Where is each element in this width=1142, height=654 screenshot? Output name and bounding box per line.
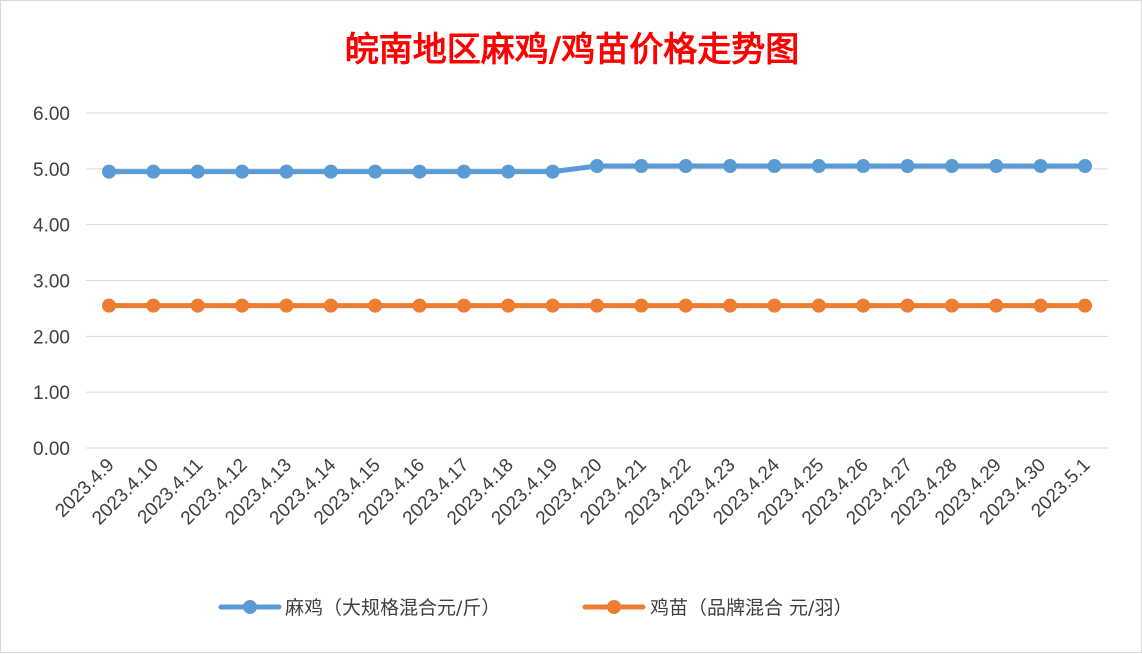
legend-label: 麻鸡（大规格混合元/斤） bbox=[285, 597, 500, 619]
legend-swatch-marker bbox=[243, 600, 257, 614]
data-point bbox=[1033, 159, 1048, 174]
legend: 麻鸡（大规格混合元/斤） 鸡苗（品牌混合 元/羽） bbox=[218, 597, 852, 619]
data-point bbox=[811, 159, 826, 174]
data-point bbox=[767, 298, 782, 313]
data-point bbox=[989, 159, 1004, 174]
data-point bbox=[412, 164, 427, 179]
y-tick-label: 5.00 bbox=[33, 160, 70, 181]
data-point bbox=[456, 298, 471, 313]
data-point bbox=[900, 159, 915, 174]
data-point bbox=[368, 298, 383, 313]
data-point bbox=[590, 159, 604, 174]
data-point bbox=[323, 298, 338, 313]
data-point bbox=[102, 298, 116, 313]
data-point bbox=[102, 164, 116, 179]
x-axis-ticks: 2023.4.92023.4.102023.4.112023.4.122023.… bbox=[51, 454, 1094, 529]
series-1 bbox=[102, 159, 1092, 179]
data-point bbox=[856, 298, 871, 313]
y-tick-label: 0.00 bbox=[33, 439, 70, 460]
data-point bbox=[368, 164, 383, 179]
data-point bbox=[678, 298, 693, 313]
data-point bbox=[678, 159, 693, 174]
legend-item-2: 鸡苗（品牌混合 元/羽） bbox=[582, 597, 852, 619]
data-point bbox=[146, 164, 161, 179]
data-point bbox=[190, 298, 205, 313]
y-tick-label: 6.00 bbox=[33, 104, 70, 125]
data-point bbox=[545, 298, 560, 313]
data-point bbox=[412, 298, 427, 313]
data-point bbox=[190, 164, 205, 179]
series-layer bbox=[102, 159, 1092, 313]
data-point bbox=[634, 298, 649, 313]
data-point bbox=[767, 159, 782, 174]
legend-label: 鸡苗（品牌混合 元/羽） bbox=[650, 597, 852, 619]
data-point bbox=[634, 159, 649, 174]
data-point bbox=[456, 164, 471, 179]
data-point bbox=[501, 298, 516, 313]
data-point bbox=[590, 298, 604, 313]
data-point bbox=[723, 298, 738, 313]
data-point bbox=[723, 159, 738, 174]
data-point bbox=[1033, 298, 1048, 313]
data-point bbox=[811, 298, 826, 313]
data-point bbox=[900, 298, 915, 313]
data-point bbox=[989, 298, 1004, 313]
legend-item-1: 麻鸡（大规格混合元/斤） bbox=[218, 597, 500, 619]
legend-swatch-marker bbox=[607, 600, 621, 614]
data-point bbox=[545, 164, 560, 179]
data-point bbox=[501, 164, 516, 179]
y-axis-ticks: 0.00 1.00 2.00 3.00 4.00 5.00 6.00 bbox=[33, 104, 70, 460]
series-2 bbox=[102, 298, 1092, 313]
y-tick-label: 3.00 bbox=[33, 272, 70, 293]
y-tick-label: 2.00 bbox=[33, 327, 70, 348]
data-point bbox=[279, 164, 294, 179]
data-point bbox=[944, 298, 959, 313]
data-point bbox=[944, 159, 959, 174]
data-point bbox=[279, 298, 294, 313]
data-point bbox=[1078, 298, 1092, 313]
data-point bbox=[856, 159, 871, 174]
chart-title: 皖南地区麻鸡/鸡苗价格走势图 bbox=[345, 30, 799, 70]
y-tick-label: 1.00 bbox=[33, 383, 70, 404]
data-point bbox=[1078, 159, 1092, 174]
data-point bbox=[235, 164, 250, 179]
data-point bbox=[235, 298, 250, 313]
y-tick-label: 4.00 bbox=[33, 216, 70, 237]
data-point bbox=[146, 298, 161, 313]
data-point bbox=[323, 164, 338, 179]
